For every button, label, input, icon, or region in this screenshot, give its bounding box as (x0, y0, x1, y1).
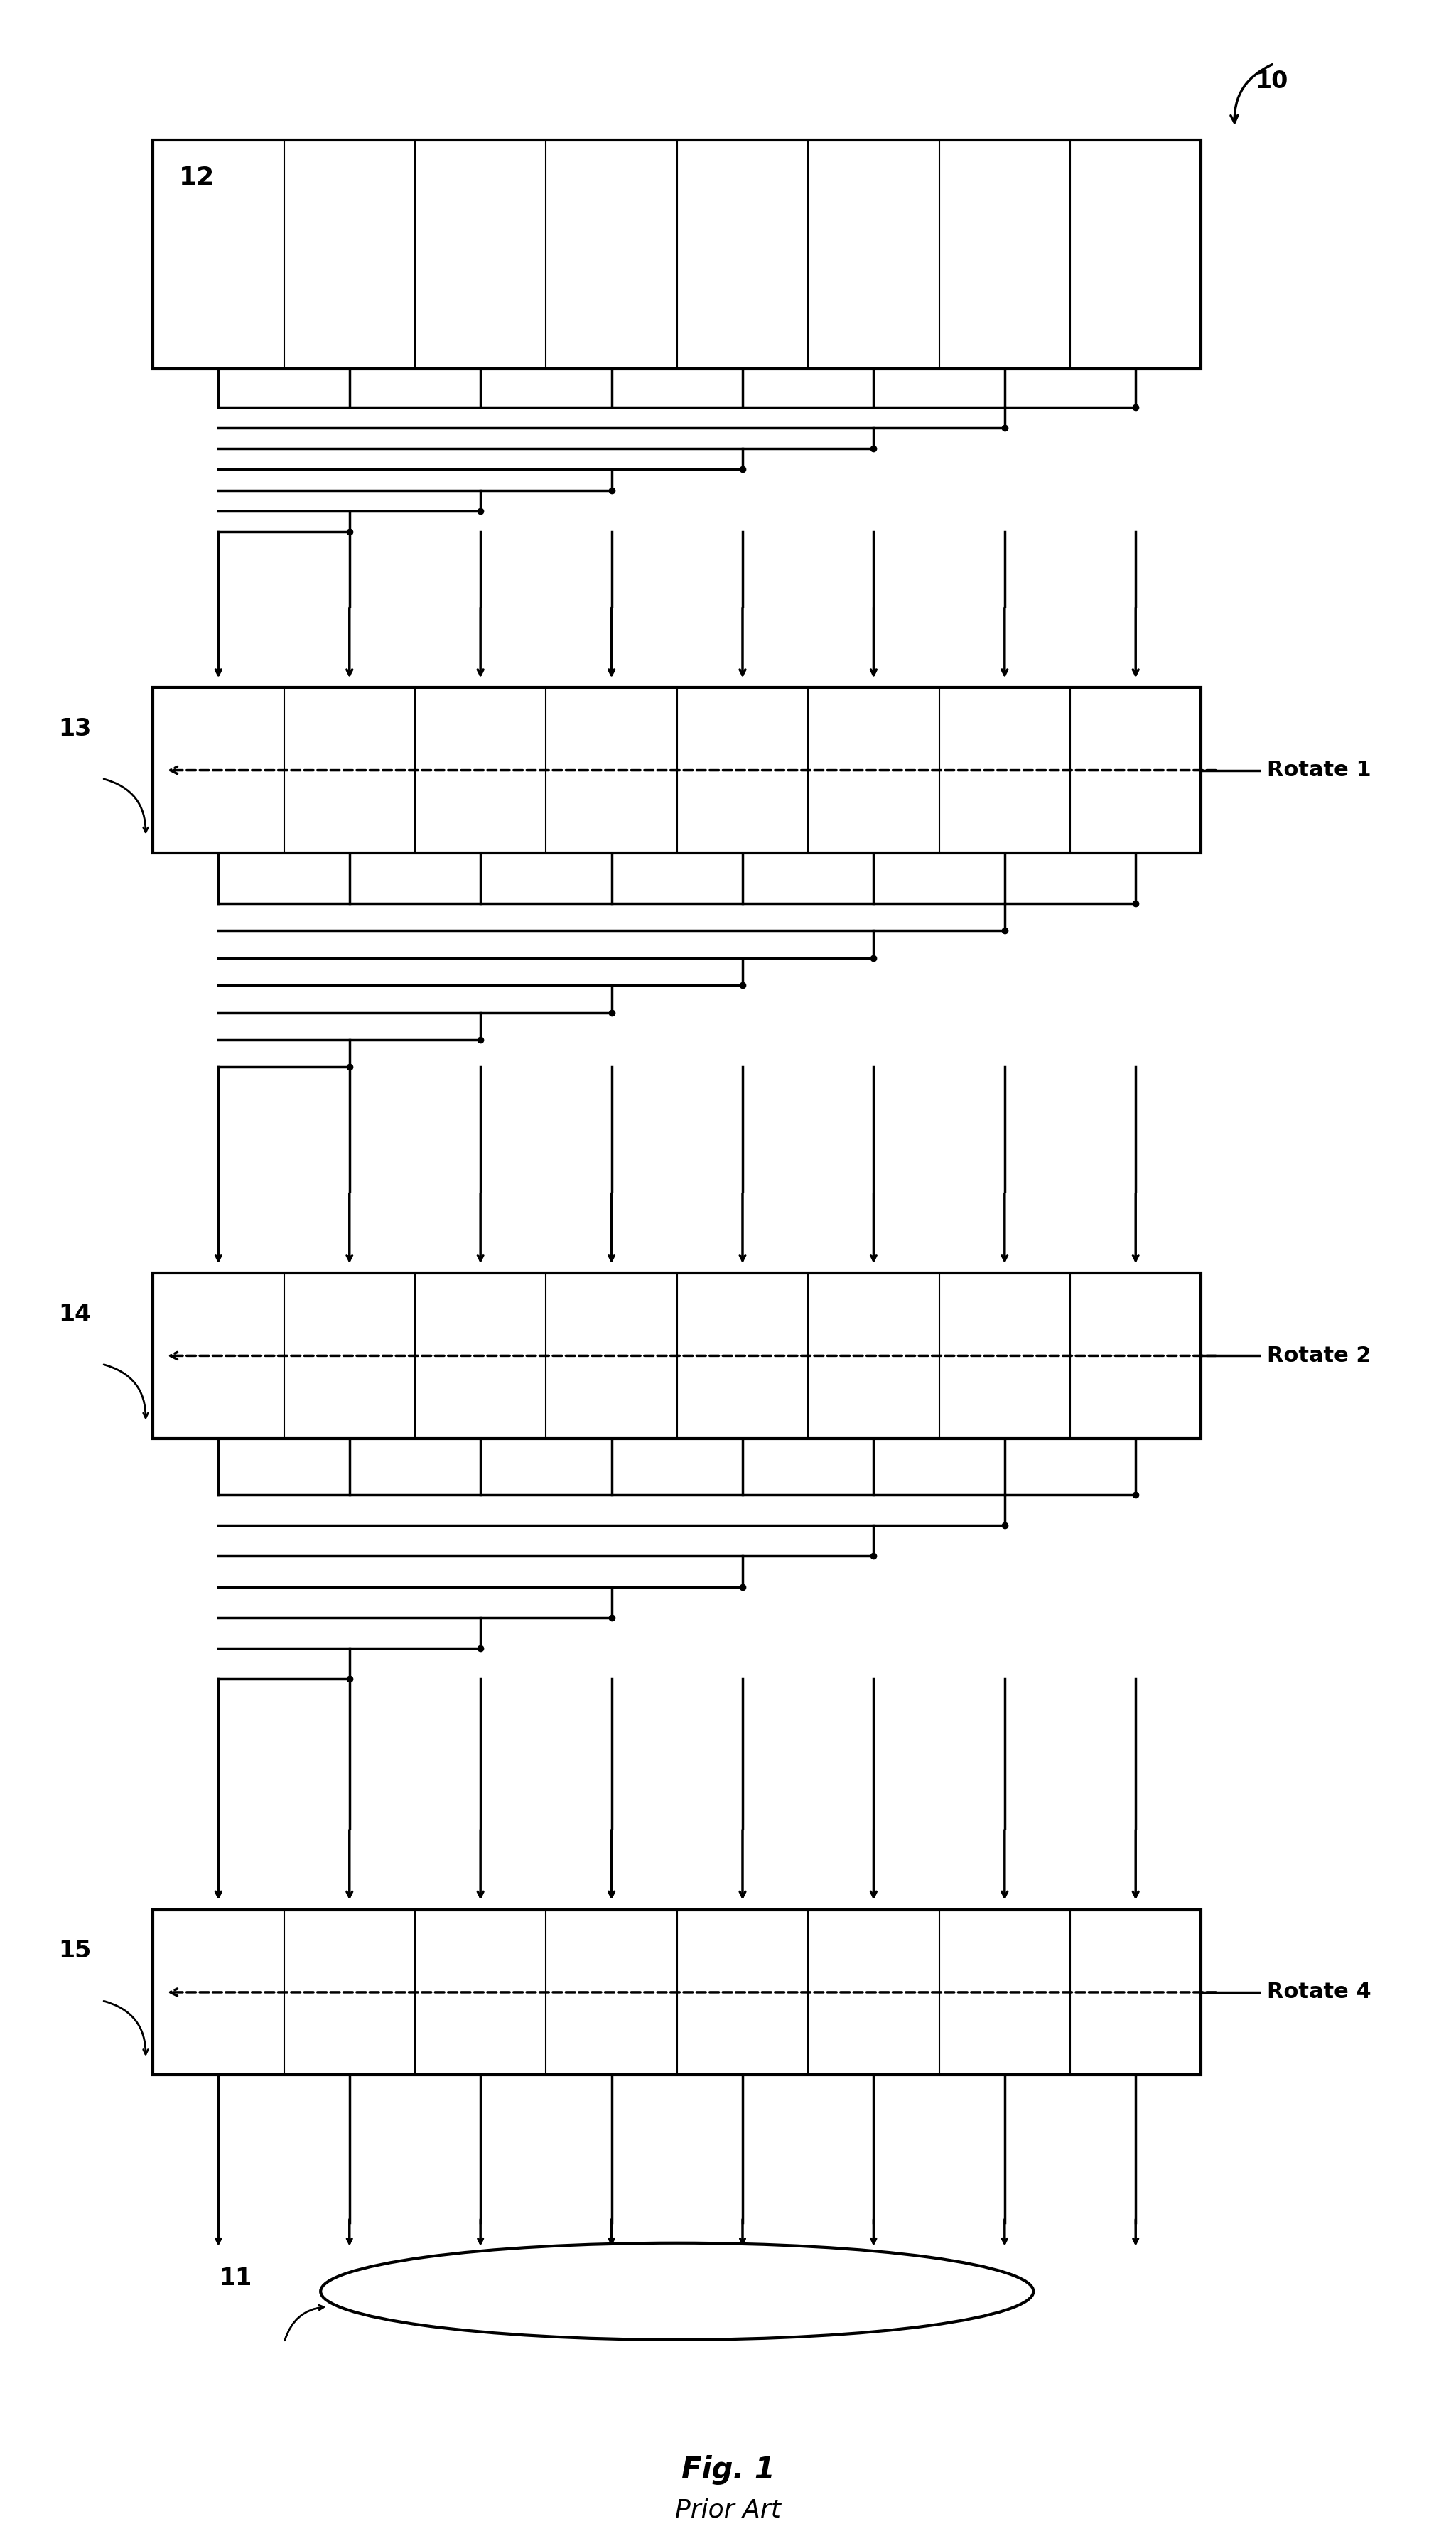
Bar (153, 1273, 1201, 1438)
Text: Rotate 2: Rotate 2 (1267, 1344, 1370, 1367)
Text: 13: 13 (58, 718, 92, 741)
Bar (153, 140, 1201, 369)
Text: 10: 10 (1255, 69, 1289, 94)
Text: 15: 15 (58, 1940, 92, 1963)
Text: 12: 12 (179, 165, 215, 188)
Bar (153, 687, 1201, 853)
Text: Prior Art: Prior Art (676, 2498, 780, 2523)
Bar (153, 1910, 1201, 2075)
Text: Rotate 1: Rotate 1 (1267, 759, 1372, 782)
Text: Fig. 1: Fig. 1 (681, 2454, 775, 2485)
Ellipse shape (320, 2243, 1034, 2340)
Text: Rotate 4: Rotate 4 (1267, 1981, 1372, 2004)
Text: 14: 14 (58, 1304, 92, 1326)
Text: 11: 11 (218, 2266, 252, 2291)
